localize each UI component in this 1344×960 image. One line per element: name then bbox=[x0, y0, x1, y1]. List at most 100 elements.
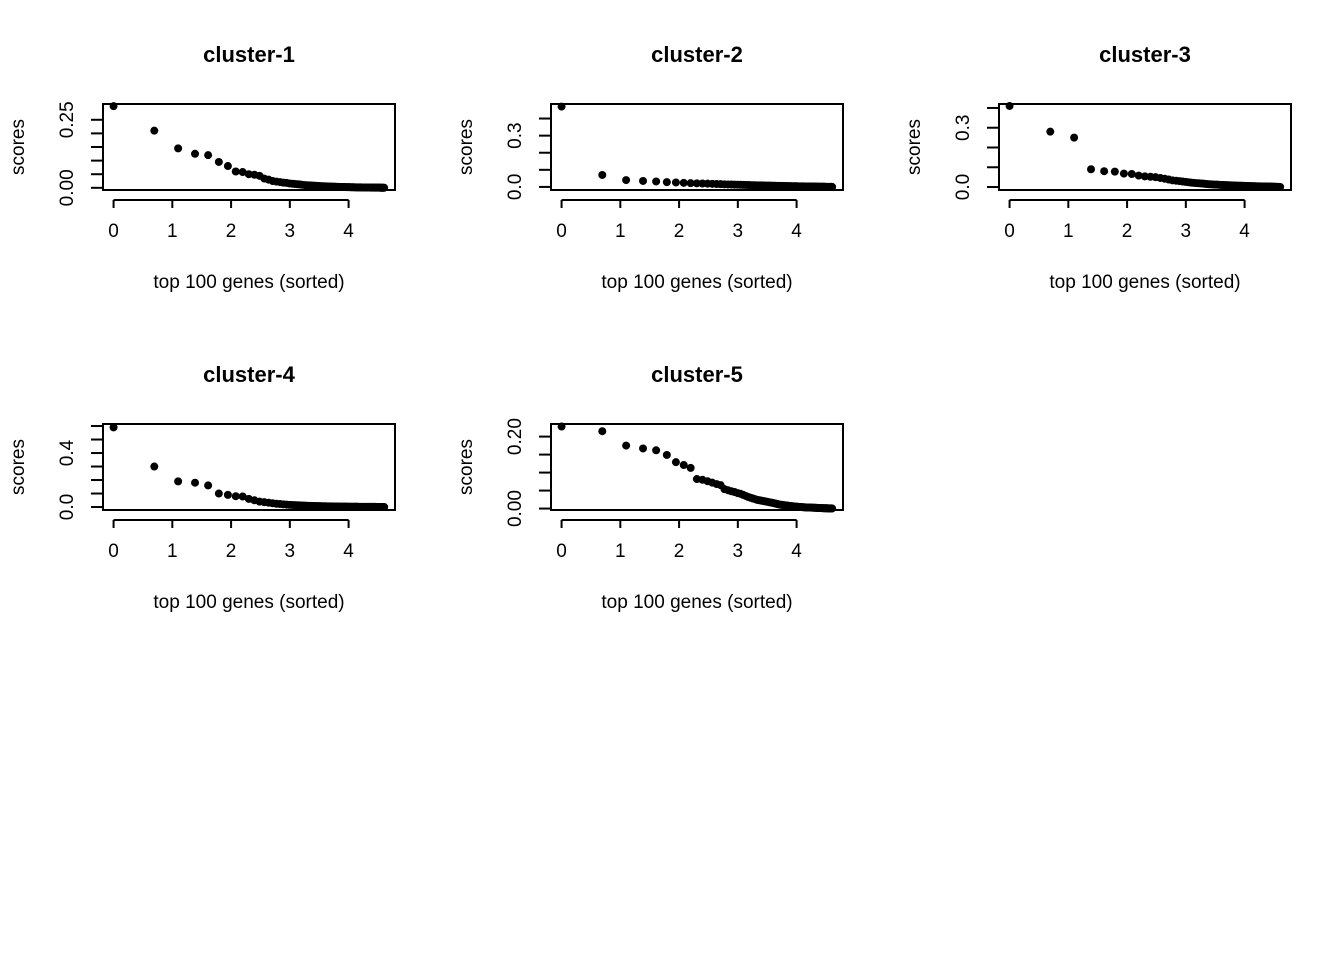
x-tick-label: 3 bbox=[1181, 221, 1192, 242]
chart-panel: cluster-2 0 1 2 3 4 0.0 0.3 top 100 genes (sorte… bbox=[456, 42, 844, 293]
data-point bbox=[662, 450, 671, 459]
x-tick-label: 1 bbox=[167, 221, 178, 242]
data-point bbox=[1127, 169, 1136, 178]
data-point bbox=[150, 462, 159, 471]
chart-panel: cluster-4 0 1 2 3 4 0.0 0.4 top 100 genes (sorte… bbox=[8, 362, 396, 613]
data-point bbox=[557, 422, 566, 431]
data-point bbox=[679, 178, 688, 187]
data-point bbox=[828, 504, 837, 513]
x-tick-label: 0 bbox=[556, 221, 567, 242]
chart-title: cluster-3 bbox=[1099, 42, 1191, 67]
data-point bbox=[204, 151, 213, 160]
y-tick-label: 0.3 bbox=[953, 115, 974, 141]
x-axis-label: top 100 genes (sorted) bbox=[153, 272, 344, 293]
x-tick-label: 3 bbox=[733, 541, 744, 562]
x-tick-label: 1 bbox=[167, 541, 178, 562]
data-point bbox=[109, 423, 118, 432]
data-point bbox=[174, 144, 183, 153]
y-tick-label: 0.00 bbox=[57, 169, 78, 206]
x-tick-label: 1 bbox=[615, 221, 626, 242]
data-point bbox=[214, 157, 223, 166]
data-point bbox=[1119, 169, 1128, 178]
data-point bbox=[191, 149, 200, 158]
y-axis-label: scores bbox=[456, 119, 477, 175]
chart-panel: cluster-1 0 1 2 3 4 0.00 0.25 top 100 genes (sor… bbox=[8, 42, 396, 293]
x-tick-label: 0 bbox=[1004, 221, 1015, 242]
data-point bbox=[686, 463, 695, 472]
x-axis-label: top 100 genes (sorted) bbox=[601, 592, 792, 613]
chart-title: cluster-5 bbox=[651, 362, 743, 387]
x-tick-label: 1 bbox=[1063, 221, 1074, 242]
plot-frame bbox=[550, 103, 844, 191]
data-point bbox=[214, 489, 223, 498]
data-point bbox=[223, 162, 232, 171]
y-tick-label: 0.20 bbox=[505, 418, 526, 455]
data-point bbox=[238, 168, 247, 177]
data-point bbox=[1134, 171, 1143, 180]
data-point bbox=[639, 444, 648, 453]
data-point bbox=[671, 178, 680, 187]
x-tick-label: 4 bbox=[791, 221, 802, 242]
x-tick-label: 2 bbox=[226, 541, 237, 562]
data-point bbox=[1087, 165, 1096, 174]
y-tick-label: 0.0 bbox=[57, 494, 78, 520]
x-tick-label: 4 bbox=[791, 541, 802, 562]
data-point bbox=[380, 183, 389, 192]
chart-panel: cluster-5 0 1 2 3 4 0.00 0.20 top 100 genes (sor… bbox=[456, 362, 844, 613]
x-tick-label: 0 bbox=[108, 221, 119, 242]
y-tick-label: 0.3 bbox=[505, 122, 526, 148]
x-tick-label: 3 bbox=[285, 541, 296, 562]
data-point bbox=[1046, 127, 1055, 136]
data-point bbox=[1005, 101, 1014, 110]
plot-frame bbox=[550, 423, 844, 511]
data-point bbox=[679, 461, 688, 470]
data-point bbox=[622, 176, 631, 185]
y-axis-label: scores bbox=[904, 119, 925, 175]
data-point bbox=[109, 102, 118, 111]
data-point bbox=[662, 178, 671, 187]
y-axis-label: scores bbox=[456, 439, 477, 495]
x-tick-label: 4 bbox=[1239, 221, 1250, 242]
chart-title: cluster-1 bbox=[203, 42, 295, 67]
data-point bbox=[231, 167, 240, 176]
data-point bbox=[1100, 167, 1109, 176]
data-point bbox=[1070, 133, 1079, 142]
data-point bbox=[231, 492, 240, 501]
x-tick-label: 0 bbox=[556, 541, 567, 562]
y-tick-label: 0.4 bbox=[57, 439, 78, 466]
data-point bbox=[652, 446, 661, 455]
data-point bbox=[557, 102, 566, 111]
data-point bbox=[671, 458, 680, 467]
y-axis-label: scores bbox=[8, 439, 29, 495]
data-point bbox=[598, 170, 607, 179]
chart-panel: cluster-3 0 1 2 3 4 0.0 0.3 top 100 genes (sorte… bbox=[904, 42, 1292, 293]
y-tick-label: 0.0 bbox=[953, 174, 974, 200]
data-point bbox=[223, 490, 232, 499]
chart-title: cluster-2 bbox=[651, 42, 743, 67]
x-tick-label: 3 bbox=[733, 221, 744, 242]
data-point bbox=[1276, 182, 1285, 191]
data-point bbox=[1110, 167, 1119, 176]
data-point bbox=[174, 477, 183, 486]
x-tick-label: 4 bbox=[343, 541, 354, 562]
y-tick-label: 0.25 bbox=[57, 101, 78, 138]
data-point bbox=[622, 441, 631, 450]
chart-title: cluster-4 bbox=[203, 362, 295, 387]
data-point bbox=[686, 179, 695, 188]
data-point bbox=[238, 492, 247, 501]
data-point bbox=[191, 478, 200, 487]
x-tick-label: 2 bbox=[674, 541, 685, 562]
x-axis-label: top 100 genes (sorted) bbox=[153, 592, 344, 613]
x-tick-label: 3 bbox=[285, 221, 296, 242]
x-axis-label: top 100 genes (sorted) bbox=[1049, 272, 1240, 293]
data-point bbox=[692, 179, 701, 188]
y-tick-label: 0.00 bbox=[505, 490, 526, 527]
x-axis-label: top 100 genes (sorted) bbox=[601, 272, 792, 293]
data-point bbox=[639, 176, 648, 185]
y-tick-label: 0.0 bbox=[505, 174, 526, 200]
data-point bbox=[380, 502, 389, 511]
x-tick-label: 4 bbox=[343, 221, 354, 242]
data-point bbox=[598, 427, 607, 436]
x-tick-label: 2 bbox=[674, 221, 685, 242]
